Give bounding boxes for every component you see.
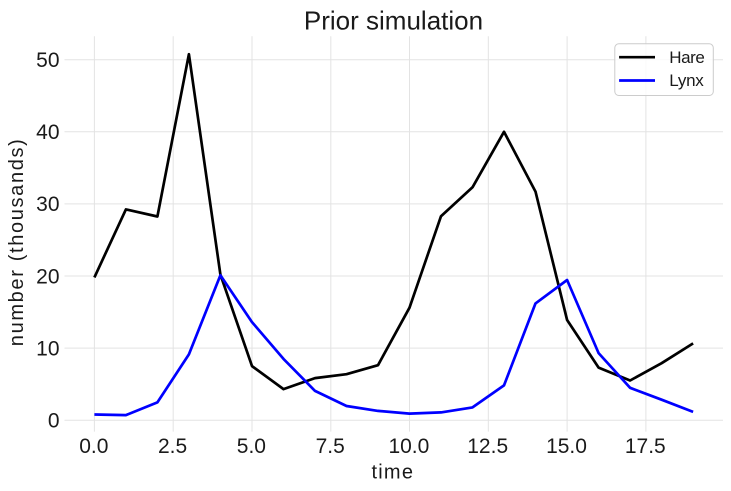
svg-text:10.0: 10.0 <box>388 435 429 458</box>
svg-text:20: 20 <box>36 265 59 288</box>
svg-text:5.0: 5.0 <box>237 435 266 458</box>
svg-text:17.5: 17.5 <box>625 435 666 458</box>
svg-text:30: 30 <box>36 193 59 216</box>
svg-text:10: 10 <box>36 337 59 360</box>
svg-text:50: 50 <box>36 49 59 72</box>
svg-text:12.5: 12.5 <box>467 435 508 458</box>
svg-text:15.0: 15.0 <box>546 435 587 458</box>
svg-text:time: time <box>371 461 413 483</box>
svg-text:Prior simulation: Prior simulation <box>304 6 483 36</box>
svg-text:7.5: 7.5 <box>316 435 345 458</box>
svg-text:0: 0 <box>48 410 60 433</box>
svg-text:2.5: 2.5 <box>158 435 187 458</box>
svg-text:number (thousands): number (thousands) <box>6 139 28 346</box>
svg-text:Hare: Hare <box>669 48 705 67</box>
svg-text:40: 40 <box>36 121 59 144</box>
svg-text:Lynx: Lynx <box>669 71 704 90</box>
svg-text:0.0: 0.0 <box>79 435 108 458</box>
